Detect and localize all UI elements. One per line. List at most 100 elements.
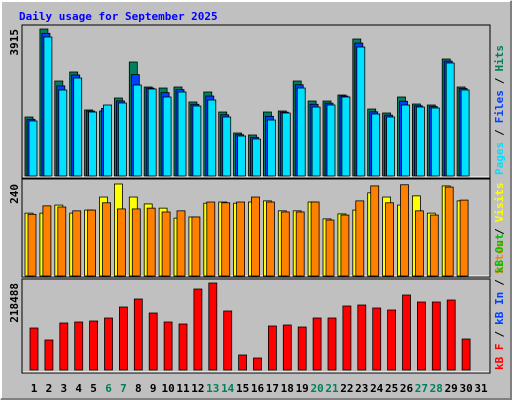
bar	[325, 219, 335, 277]
bar	[133, 298, 143, 371]
bar	[416, 301, 426, 371]
bar	[265, 201, 275, 277]
x-tick-label: 23	[355, 382, 368, 395]
x-tick-label: 26	[400, 382, 414, 395]
bar	[372, 307, 382, 371]
bar	[118, 102, 127, 177]
bar	[58, 89, 68, 177]
x-tick-label: 30	[459, 382, 472, 395]
bar	[445, 62, 455, 177]
x-tick-label: 31	[474, 382, 488, 395]
legend-entry: Hits	[493, 45, 506, 72]
bar	[251, 196, 260, 277]
bar	[429, 214, 439, 277]
bar	[415, 106, 425, 177]
x-tick-label: 9	[150, 382, 157, 395]
legend: Pages / Files / Hits	[493, 45, 506, 175]
x-tick-label: 2	[46, 382, 53, 395]
x-tick-label: 10	[161, 382, 174, 395]
bar	[73, 77, 83, 177]
legend-entry: kB Out	[493, 233, 506, 273]
bar	[103, 104, 112, 177]
bar	[341, 96, 351, 177]
bar	[132, 84, 142, 177]
bar	[177, 91, 187, 177]
bar	[207, 99, 217, 177]
bar	[296, 87, 306, 177]
bar	[414, 210, 424, 277]
bar	[238, 354, 248, 371]
bar	[223, 310, 233, 371]
bar	[221, 202, 231, 277]
bar	[59, 322, 69, 371]
bar	[444, 186, 454, 277]
bar	[147, 88, 157, 177]
x-tick-label: 22	[340, 382, 353, 395]
bar	[88, 111, 97, 177]
bar	[385, 202, 395, 277]
bar	[29, 327, 39, 371]
bar	[370, 185, 380, 277]
chart-title: Daily usage for September 2025	[19, 10, 218, 23]
bar	[253, 357, 262, 371]
y-tick-label: 218488	[8, 283, 21, 323]
bar	[400, 184, 409, 277]
bar	[117, 208, 126, 277]
x-tick-label: 18	[281, 382, 294, 395]
bar	[280, 211, 290, 277]
bar	[252, 138, 261, 177]
bar	[119, 306, 128, 371]
legend-separator: /	[493, 228, 506, 235]
bar	[402, 294, 411, 371]
x-tick-label: 14	[221, 382, 235, 395]
bar	[281, 112, 291, 177]
y-tick-label: 240	[8, 184, 21, 204]
bar	[342, 305, 352, 371]
bar	[27, 213, 37, 277]
bar	[295, 211, 305, 277]
bar	[163, 321, 173, 371]
bar	[387, 309, 397, 371]
bar	[357, 304, 367, 371]
legend-entry: Pages	[493, 142, 506, 175]
bar	[461, 338, 471, 371]
bar	[131, 208, 141, 277]
bar	[193, 288, 203, 371]
bar	[401, 104, 410, 177]
bar	[161, 211, 171, 277]
bar	[312, 317, 322, 371]
bar	[162, 96, 172, 177]
x-tick-label: 8	[135, 382, 142, 395]
bar	[430, 107, 440, 177]
x-tick-label: 11	[176, 382, 190, 395]
legend: Sites / Visits	[493, 183, 506, 275]
x-tick-label: 28	[430, 382, 443, 395]
bar	[460, 89, 470, 177]
bar	[237, 135, 247, 177]
bar	[176, 210, 186, 277]
x-tick-label: 24	[370, 382, 384, 395]
x-tick-label: 1	[31, 382, 38, 395]
bar	[148, 312, 158, 371]
bar	[104, 317, 113, 371]
bar	[206, 201, 216, 277]
x-tick-label: 29	[445, 382, 458, 395]
bar	[87, 209, 96, 277]
bar	[192, 105, 202, 177]
x-tick-label: 20	[310, 382, 323, 395]
bar	[72, 210, 82, 277]
bar	[446, 299, 456, 371]
x-tick-label: 6	[105, 382, 112, 395]
bar	[42, 205, 52, 277]
bar	[282, 324, 292, 371]
legend-entry: Files	[493, 90, 506, 123]
bar	[297, 326, 307, 371]
bar	[236, 201, 246, 277]
bar	[431, 301, 441, 371]
x-tick-label: 19	[296, 382, 309, 395]
bar	[43, 36, 53, 177]
bar	[57, 206, 67, 277]
bar	[340, 214, 350, 277]
